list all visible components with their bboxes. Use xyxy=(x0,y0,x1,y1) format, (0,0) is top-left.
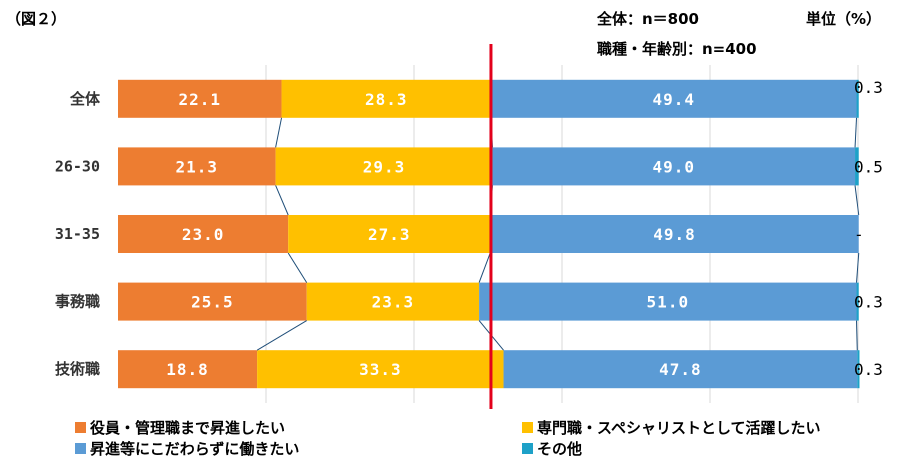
series-line-0-1 xyxy=(275,185,289,216)
data-label-other-4: 0.3 xyxy=(854,360,883,379)
data-label-executive-3: 25.5 xyxy=(191,293,234,312)
series-line-1-2 xyxy=(478,252,491,283)
category-label-2: 31-35 xyxy=(55,225,100,243)
data-label-noPromotion-0: 49.4 xyxy=(652,90,695,109)
series-line-0-0 xyxy=(275,117,283,148)
legend-label-no-promotion: 昇進等にこだわらずに働きたい xyxy=(90,440,300,458)
data-label-other-3: 0.3 xyxy=(854,293,883,312)
bar-other-1 xyxy=(855,147,859,186)
legend-swatch-specialist xyxy=(522,422,533,433)
data-label-specialist-4: 33.3 xyxy=(359,360,402,379)
legend-item-no-promotion: 昇進等にこだわらずに働きたい xyxy=(75,438,299,459)
data-label-noPromotion-4: 47.8 xyxy=(659,360,702,379)
legend-label-other: その他 xyxy=(537,440,583,458)
category-label-1: 26-30 xyxy=(55,157,100,175)
bar-specialist-4 xyxy=(257,350,504,389)
bar-specialist-0 xyxy=(281,79,491,118)
data-label-noPromotion-3: 51.0 xyxy=(647,293,690,312)
legend-item-specialist: 専門職・スペシャリストとして活躍したい xyxy=(522,417,821,438)
series-line-0-2 xyxy=(287,252,308,283)
legend-label-specialist: 専門職・スペシャリストとして活躍したい xyxy=(537,419,821,437)
bar-specialist-2 xyxy=(288,215,491,253)
bar-specialist-3 xyxy=(306,282,480,321)
bar-executive-0 xyxy=(118,79,282,118)
bar-other-0 xyxy=(856,79,859,118)
series-line-0-3 xyxy=(256,320,307,351)
legend-item-executive: 役員・管理職まで昇進したい xyxy=(75,417,285,438)
data-label-executive-2: 23.0 xyxy=(182,225,225,244)
bar-executive-2 xyxy=(118,215,289,253)
data-label-executive-1: 21.3 xyxy=(176,157,219,176)
data-label-specialist-1: 29.3 xyxy=(363,157,406,176)
bar-noPromotion-1 xyxy=(492,147,856,186)
bar-noPromotion-3 xyxy=(479,282,857,321)
sample-size-group: 職種・年齢別：n=400 xyxy=(597,40,757,58)
series-line-2-1 xyxy=(854,185,860,216)
data-label-other-0: 0.3 xyxy=(854,78,883,97)
bar-executive-1 xyxy=(118,147,276,186)
unit-label: 単位（%） xyxy=(806,10,882,28)
bar-other-3 xyxy=(856,282,859,321)
bar-executive-4 xyxy=(118,350,258,389)
data-label-specialist-2: 27.3 xyxy=(368,225,411,244)
bar-noPromotion-0 xyxy=(490,79,857,118)
data-label-specialist-3: 23.3 xyxy=(372,293,415,312)
series-line-2-2 xyxy=(856,252,860,283)
data-label-executive-0: 22.1 xyxy=(179,90,222,109)
category-label-0: 全体 xyxy=(69,90,101,108)
data-label-other-2: - xyxy=(854,225,864,244)
figure-label: （図２） xyxy=(6,10,67,28)
legend-swatch-executive xyxy=(75,422,86,433)
category-label-4: 技術職 xyxy=(55,360,100,378)
series-line-2-0 xyxy=(854,117,858,148)
bar-other-4 xyxy=(857,350,860,389)
data-label-specialist-0: 28.3 xyxy=(365,90,408,109)
bar-executive-3 xyxy=(118,282,307,321)
series-line-2-3 xyxy=(856,320,858,351)
legend-swatch-no-promotion xyxy=(75,443,86,454)
data-label-other-1: 0.5 xyxy=(854,157,883,176)
category-label-3: 事務職 xyxy=(55,293,100,311)
bar-noPromotion-2 xyxy=(490,215,859,253)
sample-size-total: 全体：n＝800 xyxy=(597,10,699,28)
bar-noPromotion-4 xyxy=(503,350,858,389)
legend-label-executive: 役員・管理職まで昇進したい xyxy=(90,419,286,437)
data-label-noPromotion-2: 49.8 xyxy=(653,225,696,244)
data-label-noPromotion-1: 49.0 xyxy=(652,157,695,176)
bar-specialist-1 xyxy=(275,147,493,186)
legend-item-other: その他 xyxy=(522,438,582,459)
legend-swatch-other xyxy=(522,443,533,454)
data-label-executive-4: 18.8 xyxy=(166,360,209,379)
